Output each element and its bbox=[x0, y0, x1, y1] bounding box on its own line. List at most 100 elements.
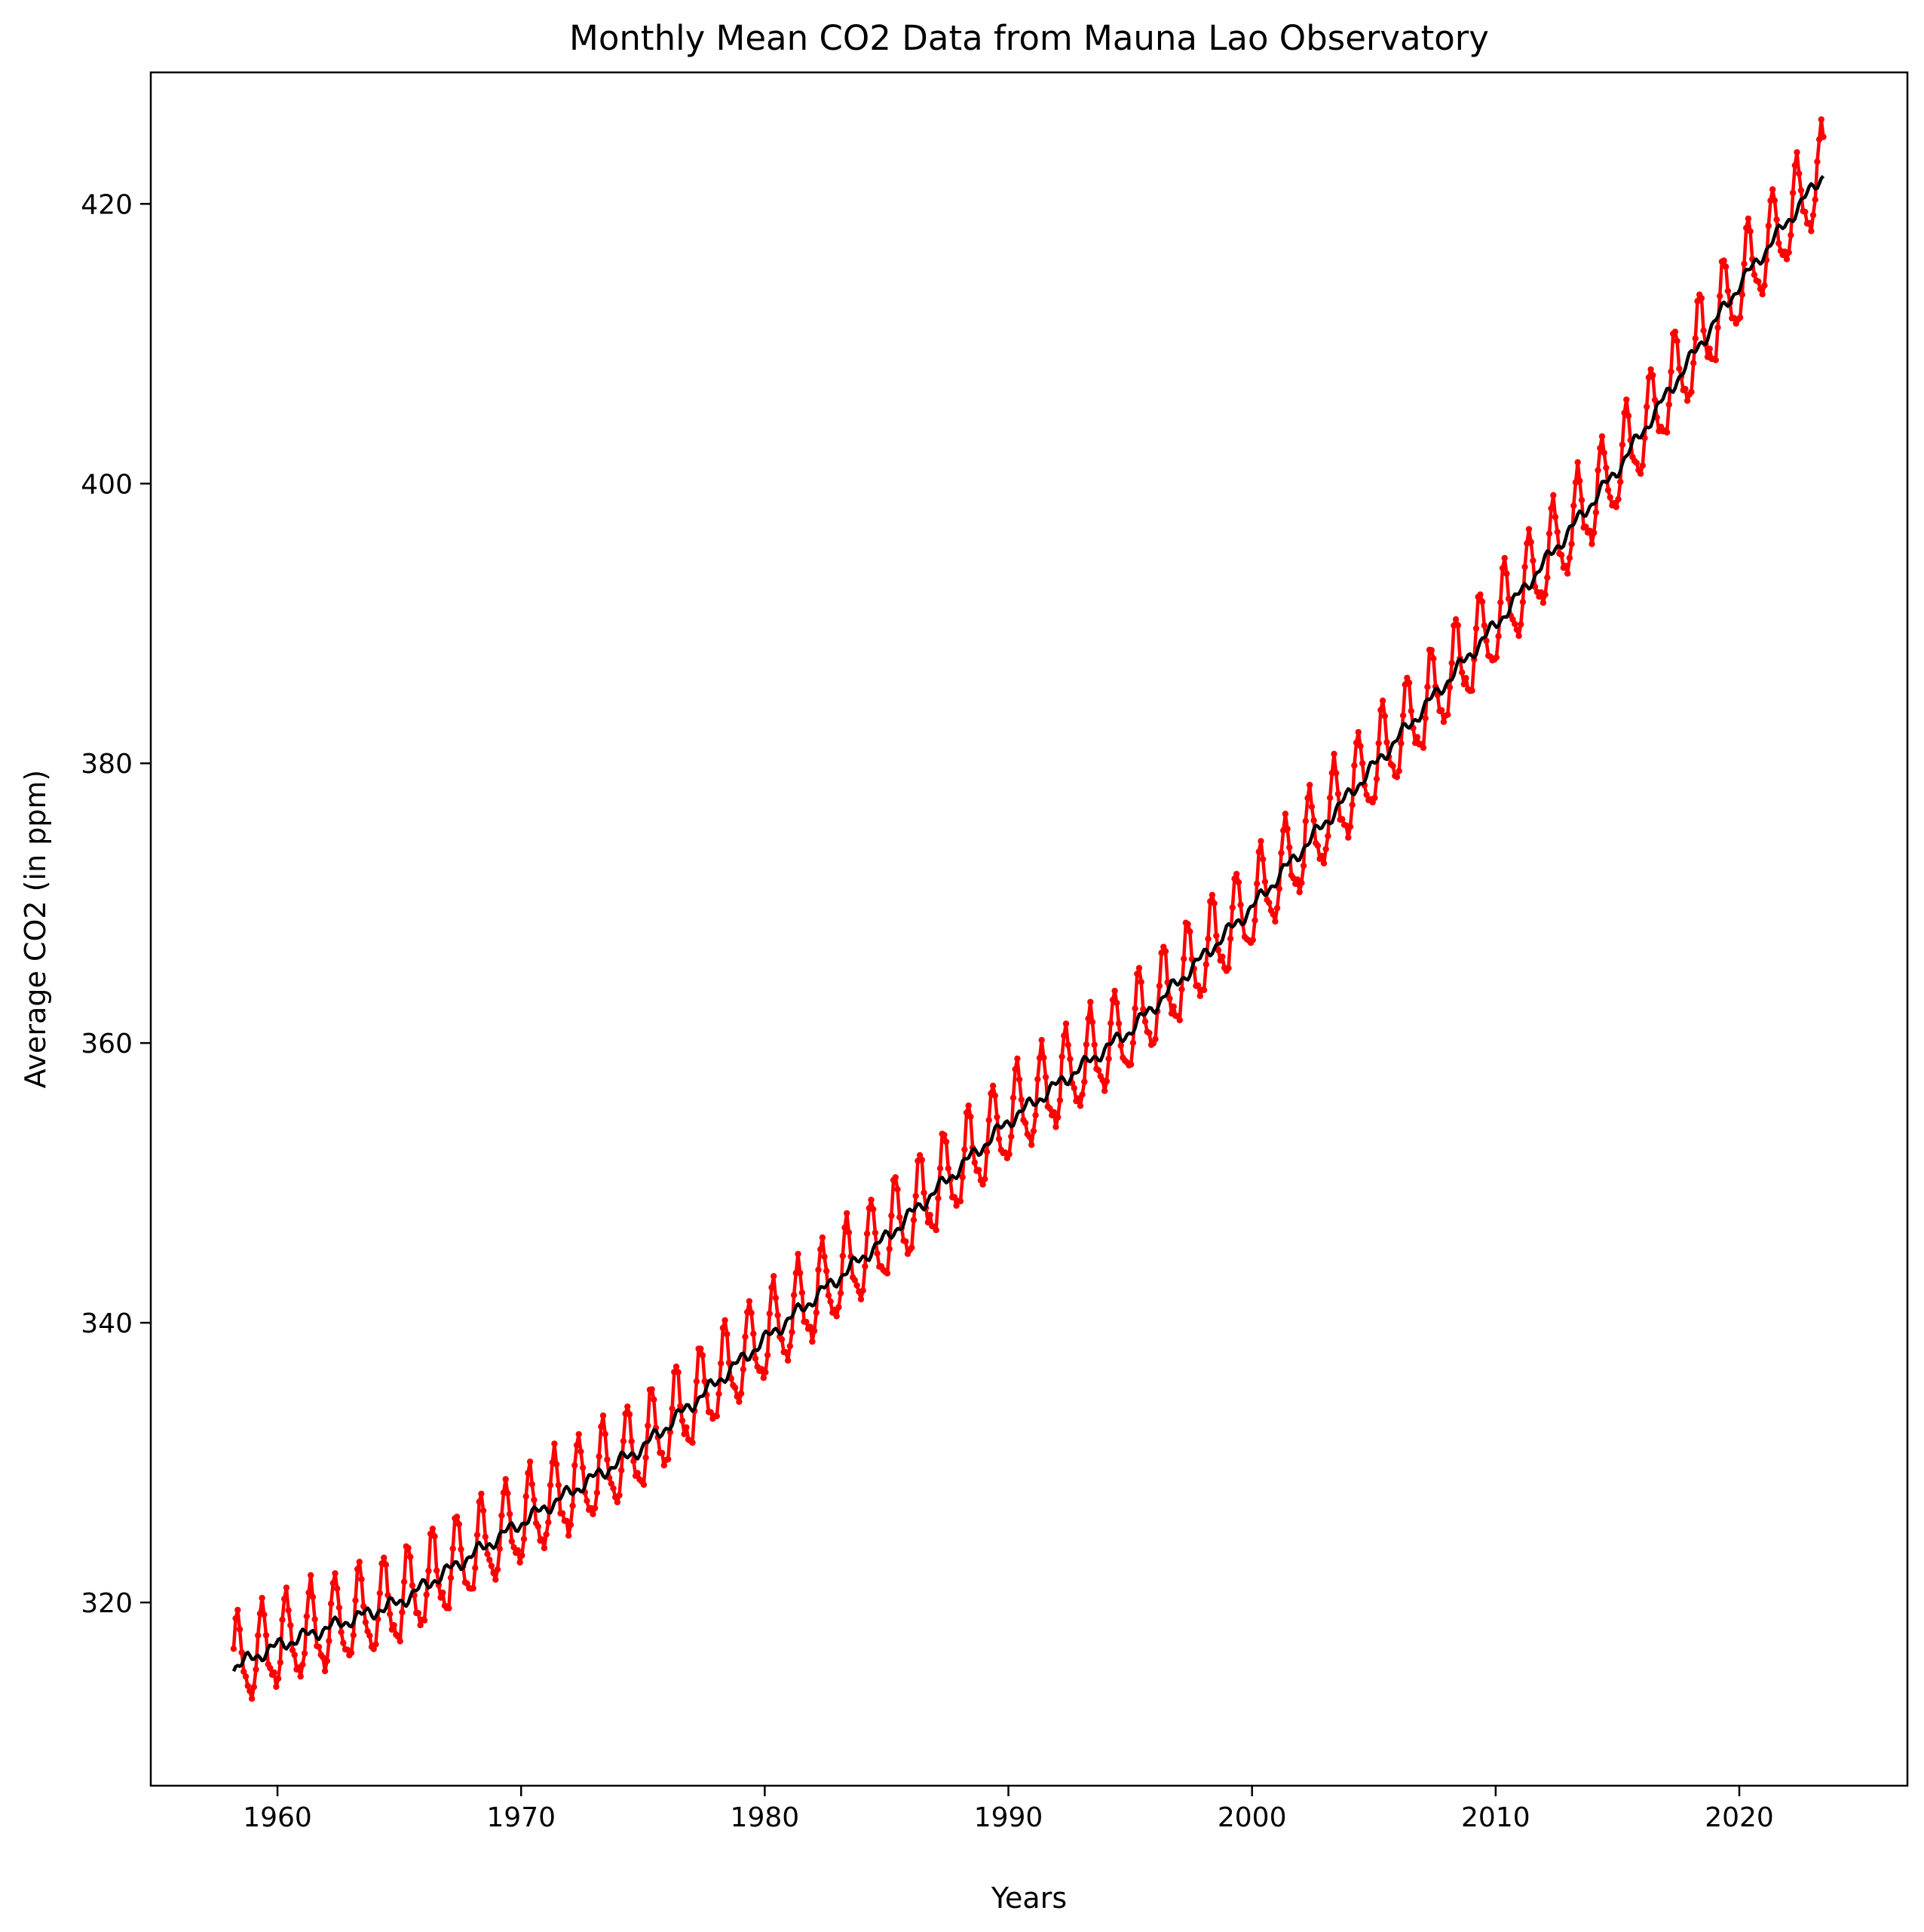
data-point bbox=[338, 1629, 345, 1636]
data-point bbox=[1065, 1041, 1071, 1048]
data-point bbox=[1156, 983, 1163, 989]
data-point bbox=[713, 1412, 720, 1420]
data-point bbox=[543, 1531, 550, 1538]
data-point bbox=[262, 1632, 270, 1639]
data-point bbox=[240, 1668, 247, 1675]
data-point bbox=[1530, 557, 1536, 564]
data-point bbox=[1357, 743, 1364, 750]
data-point bbox=[596, 1453, 602, 1460]
data-point bbox=[1252, 917, 1258, 924]
data-point bbox=[1314, 842, 1322, 849]
data-point bbox=[772, 1295, 780, 1302]
data-point bbox=[979, 1181, 986, 1188]
data-point bbox=[291, 1651, 298, 1658]
data-point bbox=[1061, 1032, 1068, 1039]
data-point bbox=[478, 1490, 485, 1498]
data-point bbox=[1639, 462, 1646, 469]
data-point bbox=[1071, 1084, 1078, 1092]
data-point bbox=[573, 1442, 581, 1449]
data-point bbox=[308, 1572, 314, 1579]
data-point bbox=[1428, 647, 1435, 654]
data-point bbox=[1544, 574, 1551, 581]
data-point bbox=[1405, 679, 1413, 686]
data-point bbox=[770, 1273, 777, 1280]
data-point bbox=[370, 1645, 377, 1652]
data-point bbox=[910, 1216, 918, 1223]
data-point bbox=[660, 1462, 667, 1469]
data-point bbox=[496, 1545, 503, 1552]
data-point bbox=[896, 1214, 903, 1221]
data-point bbox=[311, 1616, 318, 1623]
data-point bbox=[405, 1544, 412, 1551]
data-point bbox=[1747, 228, 1754, 235]
data-point bbox=[1460, 681, 1468, 688]
data-point bbox=[525, 1470, 532, 1477]
data-point bbox=[1604, 486, 1612, 494]
data-point bbox=[1278, 849, 1285, 857]
data-point bbox=[724, 1331, 731, 1338]
data-point bbox=[259, 1594, 265, 1602]
data-point bbox=[516, 1559, 523, 1566]
data-point bbox=[985, 1117, 992, 1124]
data-point bbox=[1079, 1091, 1086, 1098]
data-point bbox=[945, 1165, 952, 1172]
data-point bbox=[886, 1245, 893, 1253]
data-point bbox=[1333, 769, 1340, 777]
data-point bbox=[1452, 616, 1460, 623]
data-point bbox=[520, 1535, 528, 1543]
data-point bbox=[1273, 905, 1281, 912]
data-point bbox=[579, 1464, 587, 1471]
data-point bbox=[1331, 750, 1337, 757]
data-point bbox=[699, 1352, 706, 1359]
data-point bbox=[1607, 494, 1613, 501]
data-point bbox=[551, 1440, 558, 1447]
data-point bbox=[1237, 901, 1244, 909]
data-point bbox=[1018, 1096, 1025, 1103]
data-point bbox=[1355, 728, 1362, 736]
data-point bbox=[839, 1253, 847, 1259]
data-point bbox=[630, 1458, 637, 1464]
data-point bbox=[1115, 1020, 1123, 1027]
data-point bbox=[502, 1476, 509, 1483]
data-point bbox=[492, 1576, 499, 1583]
data-point bbox=[1135, 964, 1143, 971]
data-point bbox=[1067, 1056, 1074, 1063]
data-point bbox=[315, 1643, 323, 1651]
data-point bbox=[335, 1604, 343, 1611]
data-point bbox=[908, 1244, 915, 1251]
data-point bbox=[798, 1290, 806, 1296]
data-point bbox=[563, 1517, 570, 1525]
data-point bbox=[1261, 879, 1269, 885]
data-point bbox=[783, 1349, 789, 1356]
x-tick-label: 1980 bbox=[731, 1802, 800, 1833]
data-point bbox=[1363, 791, 1370, 799]
data-point bbox=[827, 1298, 834, 1305]
data-point bbox=[1818, 116, 1824, 123]
data-point bbox=[1334, 790, 1342, 797]
data-point bbox=[1513, 626, 1521, 633]
data-point bbox=[813, 1309, 820, 1316]
plot-frame bbox=[149, 71, 1909, 1787]
data-point bbox=[479, 1507, 487, 1514]
x-tick-label: 1970 bbox=[486, 1802, 556, 1833]
data-point bbox=[569, 1502, 576, 1509]
data-point bbox=[541, 1544, 548, 1552]
data-point bbox=[1692, 335, 1699, 342]
data-point bbox=[1706, 345, 1713, 352]
data-point bbox=[1512, 621, 1518, 627]
data-point bbox=[592, 1504, 599, 1512]
data-point bbox=[1592, 509, 1600, 516]
data-point bbox=[514, 1547, 522, 1554]
data-point bbox=[1598, 433, 1606, 440]
data-point bbox=[1101, 1087, 1108, 1094]
data-point bbox=[1233, 870, 1240, 878]
data-point bbox=[1399, 712, 1407, 719]
data-point bbox=[1152, 1035, 1159, 1043]
data-point bbox=[614, 1498, 621, 1506]
data-point bbox=[1081, 1078, 1088, 1085]
data-point bbox=[455, 1521, 462, 1528]
data-point bbox=[1296, 888, 1303, 896]
data-point bbox=[593, 1489, 601, 1496]
data-point bbox=[634, 1470, 641, 1477]
data-point bbox=[1310, 817, 1317, 824]
